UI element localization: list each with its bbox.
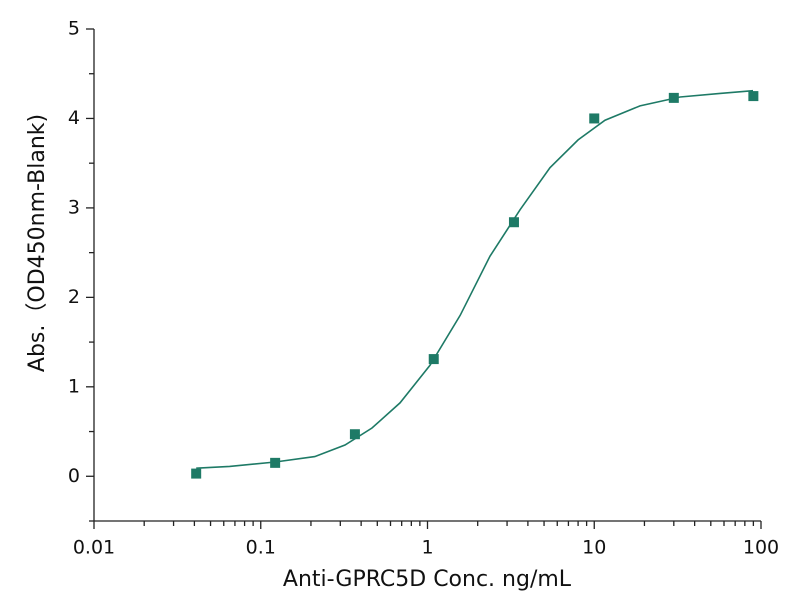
- x-axis-label: Anti-GPRC5D Conc. ng/mL: [283, 567, 572, 592]
- fit-curve: [196, 89, 754, 469]
- x-tick-label: 0.01: [73, 537, 115, 559]
- x-tick-label: 0.1: [246, 537, 276, 559]
- data-point: [589, 113, 600, 124]
- data-point: [191, 468, 202, 479]
- y-tick-label: 0: [68, 465, 80, 487]
- y-tick-label: 2: [68, 286, 80, 308]
- y-axis-label: Abs.（OD450nm-Blank): [25, 114, 50, 372]
- y-tick-label: 4: [68, 107, 80, 129]
- y-tick-label: 3: [68, 196, 80, 218]
- x-tick-label: 10: [582, 537, 606, 559]
- data-point: [748, 91, 759, 102]
- data-point: [508, 217, 519, 228]
- x-tick-label: 1: [421, 537, 433, 559]
- x-tick-label: 100: [743, 537, 779, 559]
- y-tick-label: 5: [68, 18, 80, 40]
- data-point: [349, 429, 360, 440]
- data-point: [270, 457, 281, 468]
- y-tick-label: 1: [68, 375, 80, 397]
